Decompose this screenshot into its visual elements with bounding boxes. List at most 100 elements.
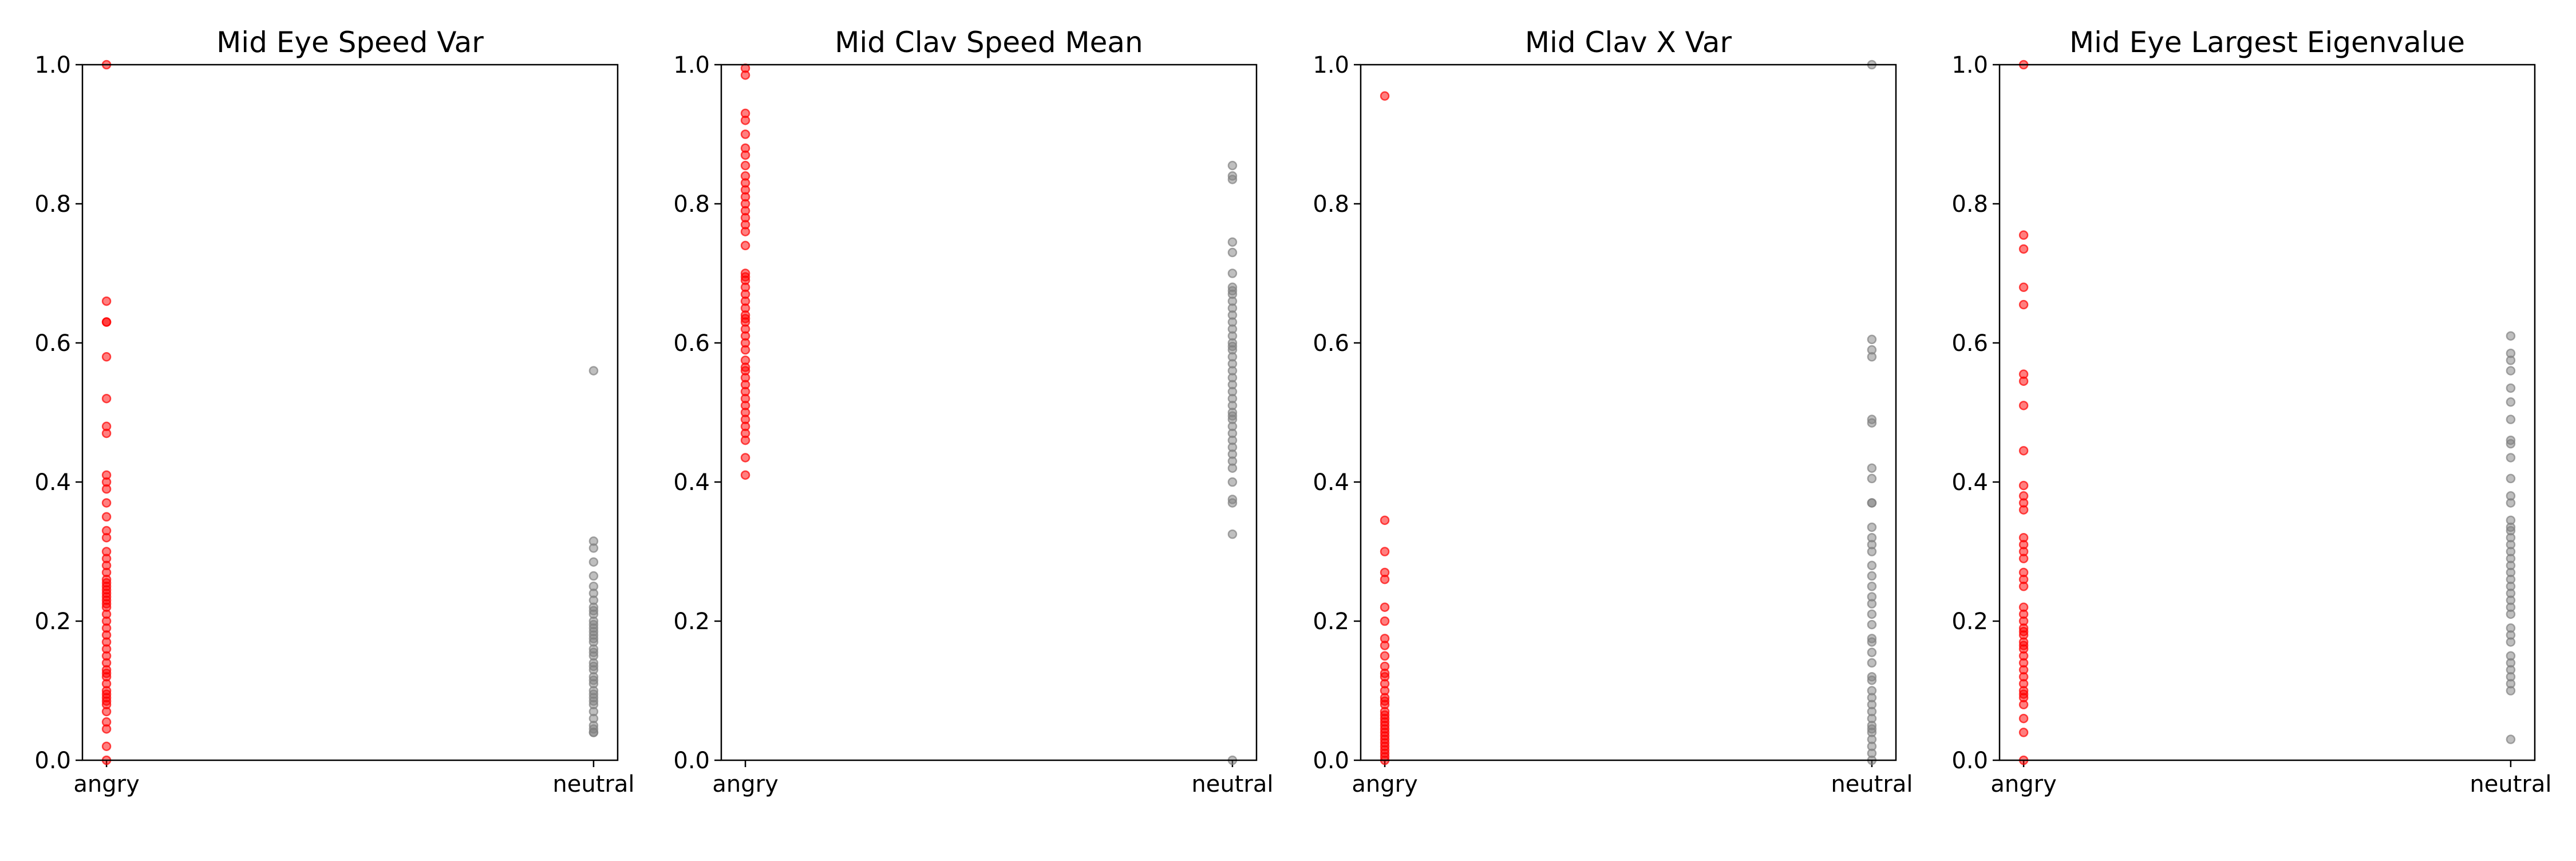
data-point-angry — [1380, 641, 1390, 650]
data-point-neutral — [588, 728, 599, 737]
data-point-angry — [740, 345, 750, 355]
y-tick-label: 0.6 — [1313, 330, 1349, 357]
data-point-neutral — [2506, 498, 2516, 508]
y-tick-label: 0.2 — [1951, 609, 1988, 635]
y-tick-label: 0.4 — [34, 469, 71, 496]
y-tick-label: 0.8 — [673, 191, 710, 218]
x-tick-label: angry — [1352, 771, 1417, 797]
data-point-neutral — [1227, 160, 1238, 171]
data-point-angry — [101, 393, 112, 404]
data-point-neutral — [1867, 560, 1877, 571]
data-point-angry — [101, 428, 112, 439]
data-point-neutral — [2506, 734, 2516, 744]
plot-frame — [720, 64, 1258, 761]
data-point-angry — [2018, 376, 2029, 386]
data-point-neutral — [1867, 647, 1877, 657]
data-point-neutral — [588, 571, 599, 581]
data-point-angry — [740, 435, 750, 445]
y-tick-label: 0.0 — [1951, 748, 1988, 774]
data-point-angry — [740, 160, 750, 171]
data-point-angry — [2018, 582, 2029, 591]
data-point-angry — [740, 453, 750, 463]
y-tick-label: 0.6 — [1951, 330, 1988, 357]
data-point-angry — [1380, 91, 1390, 101]
data-point-neutral — [2506, 686, 2516, 696]
x-tick-label: angry — [1990, 771, 2056, 797]
data-point-angry — [740, 129, 750, 139]
data-point-neutral — [1227, 175, 1238, 184]
data-point-angry — [2018, 554, 2029, 563]
y-tick-label: 1.0 — [34, 52, 71, 78]
data-point-angry — [1380, 515, 1390, 526]
data-point-neutral — [2506, 473, 2516, 484]
data-point-angry — [101, 352, 112, 362]
data-point-neutral — [1867, 658, 1877, 668]
data-point-angry — [1380, 574, 1390, 584]
data-point-angry — [740, 70, 750, 80]
y-tick-label: 0.8 — [1313, 191, 1349, 218]
data-point-neutral — [2506, 356, 2516, 365]
chart-panel-3: Mid Clav X Var 0.0 0.2 0.4 0.6 0.8 1.0 angry neu… — [1313, 26, 1913, 797]
data-point-neutral — [588, 543, 599, 553]
data-point-angry — [1380, 651, 1390, 661]
data-point-neutral — [2506, 453, 2516, 463]
y-tick-label: 0.4 — [1313, 469, 1349, 496]
chart-panel-4: Mid Eye Largest Eigenvalue 0.0 0.2 0.4 0.6 0.… — [1951, 26, 2551, 797]
data-point-angry — [740, 240, 750, 251]
data-point-neutral — [1227, 498, 1238, 508]
data-point-neutral — [2506, 383, 2516, 393]
data-point-neutral — [588, 366, 599, 376]
chart-title: Mid Clav Speed Mean — [835, 26, 1143, 59]
data-point-neutral — [1867, 334, 1877, 345]
data-point-angry — [2018, 282, 2029, 293]
data-point-angry — [740, 470, 750, 480]
x-tick-label: neutral — [1191, 771, 1273, 797]
data-point-neutral — [1227, 477, 1238, 487]
data-point-angry — [101, 724, 112, 734]
data-point-angry — [101, 706, 112, 717]
data-point-angry — [2018, 480, 2029, 491]
data-point-angry — [2018, 505, 2029, 515]
data-point-neutral — [1867, 547, 1877, 556]
data-point-neutral — [1867, 473, 1877, 484]
data-point-angry — [2018, 401, 2029, 410]
data-point-neutral — [1867, 498, 1877, 508]
data-point-angry — [2018, 230, 2029, 240]
y-tick-label: 0.0 — [34, 748, 71, 774]
data-point-angry — [2018, 713, 2029, 724]
y-tick-label: 0.4 — [673, 469, 710, 496]
y-tick-label: 0.8 — [34, 191, 71, 218]
x-tick-label: angry — [712, 771, 778, 797]
data-point-neutral — [1227, 463, 1238, 473]
chart-title: Mid Clav X Var — [1525, 26, 1732, 59]
data-point-angry — [2018, 728, 2029, 737]
data-point-neutral — [2506, 439, 2516, 449]
y-tick-label: 1.0 — [1951, 52, 1988, 78]
data-point-neutral — [1227, 237, 1238, 247]
y-tick-label: 0.0 — [673, 748, 710, 774]
data-point-neutral — [2506, 609, 2516, 619]
data-point-angry — [101, 512, 112, 522]
y-tick-label: 0.2 — [34, 609, 71, 635]
data-point-angry — [740, 115, 750, 125]
data-point-neutral — [2506, 397, 2516, 407]
y-tick-label: 1.0 — [673, 52, 710, 78]
data-point-neutral — [1867, 582, 1877, 591]
data-point-angry — [101, 317, 112, 327]
x-tick-label: neutral — [1831, 771, 1913, 797]
data-point-angry — [2018, 446, 2029, 456]
x-tick-label: neutral — [2470, 771, 2551, 797]
y-tick-label: 0.2 — [1313, 609, 1349, 635]
data-point-neutral — [1227, 247, 1238, 258]
x-tick-label: neutral — [552, 771, 634, 797]
data-point-neutral — [2506, 331, 2516, 341]
chart-title: Mid Eye Speed Var — [216, 26, 484, 59]
data-point-neutral — [2506, 637, 2516, 647]
chart-panel-2: Mid Clav Speed Mean 0.0 0.2 0.4 0.6 0.8 1.0 ang… — [673, 26, 1273, 797]
data-point-neutral — [1867, 463, 1877, 473]
data-point-neutral — [588, 557, 599, 567]
y-tick-label: 0.8 — [1951, 191, 1988, 218]
data-point-angry — [2018, 299, 2029, 310]
data-point-angry — [1380, 616, 1390, 626]
